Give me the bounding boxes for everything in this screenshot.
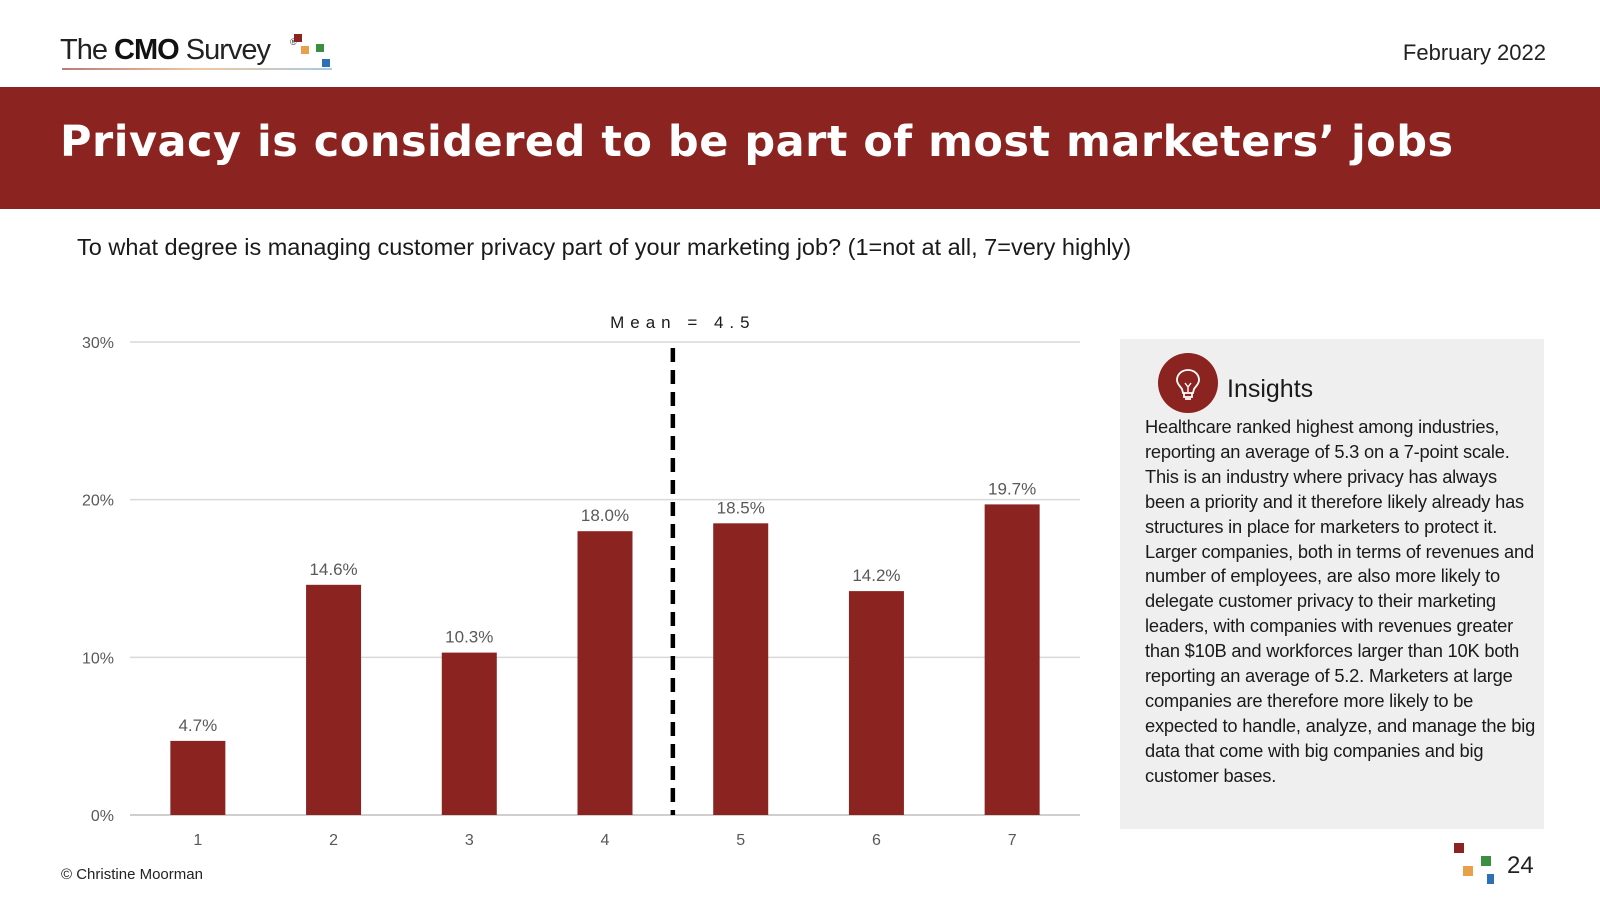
- bar: [170, 740, 226, 815]
- bar-chart: 0% 10% 20% 30% 4.7% 1 14.6% 2 10.3% 3 18.0% 4 18.5% 5…: [82, 313, 1080, 849]
- insights-text: Healthcare ranked highest among industri…: [1145, 416, 1536, 786]
- x-tick-label: 7: [1008, 832, 1017, 849]
- slide-title: Privacy is considered to be part of most…: [60, 117, 1454, 167]
- insights-panel: Insights Healthcare ranked highest among…: [1120, 339, 1544, 829]
- footer-logo-squares: [1454, 843, 1494, 884]
- bar: [713, 523, 769, 815]
- bar: [848, 591, 904, 815]
- y-tick-label: 20%: [82, 493, 114, 510]
- bar: [441, 652, 497, 815]
- data-label: 14.2%: [852, 566, 900, 585]
- survey-question: To what degree is managing customer priv…: [77, 234, 1132, 260]
- x-tick-label: 6: [872, 832, 881, 849]
- logo-square-orange: [301, 46, 309, 54]
- mean-label: Mean = 4.5: [610, 313, 756, 332]
- insights-heading: Insights: [1227, 375, 1314, 403]
- logo-wordmark: The CMO Survey: [60, 34, 271, 66]
- x-tick-label: 3: [465, 832, 474, 849]
- registered-mark: ®: [290, 37, 297, 47]
- y-tick-label: 0%: [91, 808, 114, 825]
- data-label: 18.0%: [581, 506, 629, 525]
- copyright-notice: © Christine Moorman: [61, 866, 203, 883]
- data-label: 14.6%: [309, 560, 357, 579]
- bar: [984, 504, 1040, 815]
- bar: [577, 531, 633, 815]
- logo-square-green: [316, 44, 324, 52]
- bar: [306, 584, 362, 815]
- x-tick-label: 5: [736, 832, 745, 849]
- x-tick-label: 2: [329, 832, 338, 849]
- title-banner: Privacy is considered to be part of most…: [0, 87, 1600, 209]
- data-label: 4.7%: [178, 716, 217, 735]
- y-tick-label: 10%: [82, 650, 114, 667]
- cmo-survey-logo: The CMO Survey ®: [60, 34, 360, 74]
- logo-square-red: [294, 34, 302, 42]
- logo-square-blue: [322, 59, 330, 67]
- y-tick-label: 30%: [82, 335, 114, 352]
- x-tick-label: 4: [601, 832, 610, 849]
- data-label: 19.7%: [988, 479, 1036, 498]
- data-label: 10.3%: [445, 628, 493, 647]
- logo-underline: [62, 68, 332, 70]
- x-tick-label: 1: [193, 832, 202, 849]
- lightbulb-icon: [1158, 353, 1218, 413]
- data-label: 18.5%: [717, 498, 765, 517]
- report-date: February 2022: [1402, 40, 1546, 65]
- page-number: 24: [1507, 852, 1534, 879]
